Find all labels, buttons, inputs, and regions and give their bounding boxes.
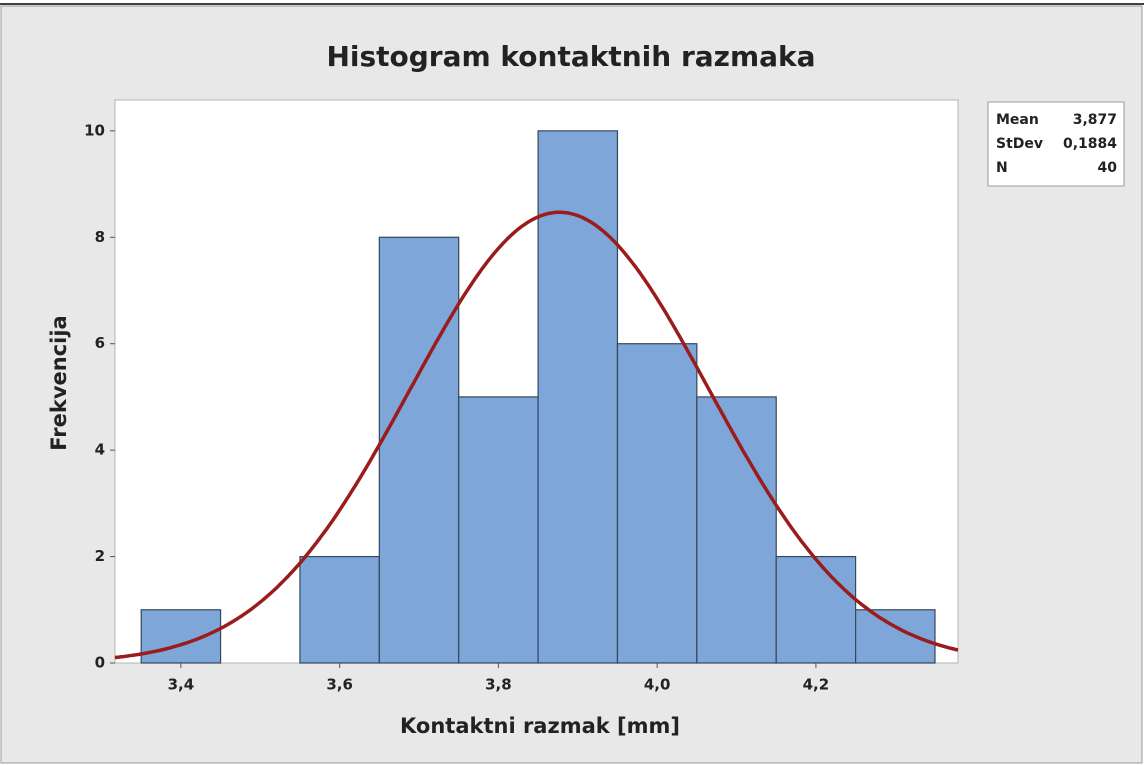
x-axis-title: Kontaktni razmak [mm]	[400, 714, 680, 738]
bar	[140, 609, 222, 664]
stat-value: 0,1884	[1063, 136, 1117, 152]
y-tick-label: 4	[95, 441, 105, 459]
x-tick-label: 3,6	[326, 676, 353, 694]
bar	[299, 555, 380, 664]
y-tick-label: 8	[95, 228, 105, 246]
bar	[537, 130, 619, 664]
stat-value: 3,877	[1073, 112, 1117, 128]
stats-box	[987, 101, 1125, 187]
x-tick-label: 3,4	[168, 676, 195, 694]
y-tick-label: 10	[84, 121, 105, 139]
stat-value: 40	[1098, 160, 1118, 176]
bar	[458, 396, 539, 664]
chart-title: Histogram kontaktnih razmaka	[326, 40, 815, 73]
stat-label: Mean	[996, 112, 1039, 128]
normal-fit-curve	[114, 210, 959, 660]
y-tick-label: 2	[95, 547, 105, 565]
bar	[775, 555, 857, 664]
bar	[616, 343, 698, 664]
bar	[855, 609, 936, 664]
x-tick-label: 4,0	[644, 676, 671, 694]
x-tick-label: 3,8	[485, 676, 512, 694]
y-tick-label: 0	[95, 654, 105, 672]
y-axis-title: Frekvencija	[47, 315, 71, 450]
bar	[378, 236, 460, 664]
x-tick-label: 4,2	[803, 676, 830, 694]
y-tick-label: 6	[95, 334, 105, 352]
stat-label: N	[996, 160, 1008, 176]
stat-label: StDev	[996, 136, 1043, 152]
